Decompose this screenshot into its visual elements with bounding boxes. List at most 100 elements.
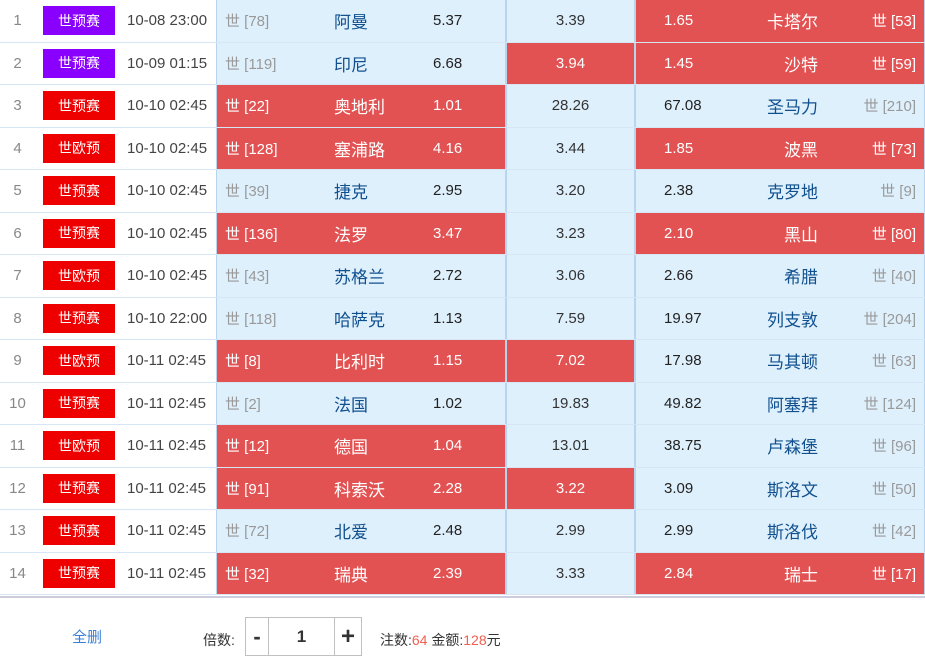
home-win-option[interactable]: 世 [32] 瑞典 2.39: [216, 552, 506, 594]
home-odd: 2.39: [433, 564, 463, 582]
away-win-option[interactable]: 17.98 马其顿 世 [63]: [635, 340, 925, 382]
away-win-option[interactable]: 49.82 阿塞拜 世 [124]: [635, 382, 925, 424]
match-time: 10-09 01:15: [127, 54, 208, 72]
home-rank: 世 [91]: [225, 480, 270, 498]
draw-option[interactable]: 3.06: [506, 255, 635, 297]
away-odd: 1.65: [664, 12, 694, 30]
delete-all-link[interactable]: 全删: [72, 629, 103, 646]
row-index: 3: [13, 97, 22, 115]
home-rank: 世 [32]: [225, 565, 270, 583]
draw-option[interactable]: 2.99: [506, 510, 635, 552]
home-rank: 世 [119]: [225, 55, 277, 73]
away-win-option[interactable]: 1.85 波黑 世 [73]: [635, 127, 925, 169]
draw-option[interactable]: 3.23: [506, 212, 635, 254]
draw-option[interactable]: 28.26: [506, 85, 635, 127]
away-team: 列支敦: [767, 310, 818, 330]
match-row: 3 世预赛 10-10 02:45 世 [22] 奥地利 1.01 28.26 …: [0, 85, 925, 128]
bet-summary: 注数:64 金额:128元: [380, 630, 501, 650]
draw-option[interactable]: 7.59: [506, 297, 635, 339]
away-win-option[interactable]: 1.65 卡塔尔 世 [53]: [635, 0, 925, 42]
away-win-option[interactable]: 2.10 黑山 世 [80]: [635, 212, 925, 254]
away-team: 斯洛伐: [767, 523, 818, 543]
away-win-option[interactable]: 2.66 希腊 世 [40]: [635, 255, 925, 297]
match-time: 10-11 02:45: [127, 394, 206, 412]
draw-option[interactable]: 3.33: [506, 552, 635, 594]
draw-option[interactable]: 3.94: [506, 42, 635, 84]
draw-option[interactable]: 3.44: [506, 127, 635, 169]
match-time: 10-11 02:45: [127, 352, 206, 370]
away-win-option[interactable]: 2.99 斯洛伐 世 [42]: [635, 510, 925, 552]
home-odd: 1.15: [433, 352, 463, 370]
home-win-option[interactable]: 世 [2] 法国 1.02: [216, 382, 506, 424]
league-badge: 世预赛: [43, 176, 115, 205]
home-team: 塞浦路: [334, 140, 385, 160]
home-win-option[interactable]: 世 [8] 比利时 1.15: [216, 340, 506, 382]
home-odd: 1.04: [433, 437, 463, 455]
bets-label: 注数:: [380, 632, 412, 648]
away-win-option[interactable]: 67.08 圣马力 世 [210]: [635, 85, 925, 127]
draw-option[interactable]: 7.02: [506, 340, 635, 382]
decrease-button[interactable]: -: [246, 618, 269, 655]
row-index: 7: [13, 267, 22, 285]
match-row: 6 世预赛 10-10 02:45 世 [136] 法罗 3.47 3.23 2…: [0, 212, 925, 255]
away-odd: 19.97: [664, 309, 702, 327]
multiplier-input[interactable]: 1: [269, 618, 335, 655]
home-win-option[interactable]: 世 [136] 法罗 3.47: [216, 212, 506, 254]
draw-option[interactable]: 19.83: [506, 382, 635, 424]
match-row: 14 世预赛 10-11 02:45 世 [32] 瑞典 2.39 3.33 2…: [0, 552, 925, 595]
home-rank: 世 [2]: [225, 395, 261, 413]
draw-option[interactable]: 13.01: [506, 425, 635, 467]
increase-button[interactable]: +: [340, 622, 355, 650]
match-row: 9 世欧预 10-11 02:45 世 [8] 比利时 1.15 7.02 17…: [0, 340, 925, 383]
away-win-option[interactable]: 2.84 瑞士 世 [17]: [635, 552, 925, 594]
league-badge: 世欧预: [43, 346, 115, 375]
currency: 元: [486, 632, 501, 648]
away-win-option[interactable]: 19.97 列支敦 世 [204]: [635, 297, 925, 339]
match-time: 10-10 02:45: [127, 224, 208, 242]
home-win-option[interactable]: 世 [91] 科索沃 2.28: [216, 467, 506, 509]
away-odd: 1.45: [664, 54, 694, 72]
draw-option[interactable]: 3.39: [506, 0, 635, 42]
home-odd: 1.01: [433, 97, 463, 115]
home-win-option[interactable]: 世 [39] 捷克 2.95: [216, 170, 506, 212]
row-index: 10: [9, 394, 26, 412]
league-badge: 世预赛: [43, 6, 115, 35]
home-rank: 世 [72]: [225, 523, 270, 541]
row-index: 2: [13, 54, 22, 72]
row-index: 8: [13, 309, 22, 327]
home-win-option[interactable]: 世 [119] 印尼 6.68: [216, 42, 506, 84]
away-rank: 世 [9]: [880, 183, 916, 201]
away-rank: 世 [40]: [871, 268, 916, 286]
home-team: 阿曼: [334, 13, 368, 33]
home-win-option[interactable]: 世 [12] 德国 1.04: [216, 425, 506, 467]
home-win-option[interactable]: 世 [78] 阿曼 5.37: [216, 0, 506, 42]
match-row: 7 世欧预 10-10 02:45 世 [43] 苏格兰 2.72 3.06 2…: [0, 255, 925, 298]
league-badge: 世欧预: [43, 133, 115, 163]
home-win-option[interactable]: 世 [128] 塞浦路 4.16: [216, 127, 506, 169]
home-odd: 6.68: [433, 54, 463, 72]
away-team: 马其顿: [767, 353, 818, 373]
away-rank: 世 [50]: [871, 480, 916, 498]
away-win-option[interactable]: 1.45 沙特 世 [59]: [635, 42, 925, 84]
league-badge: 世预赛: [43, 303, 115, 333]
home-win-option[interactable]: 世 [22] 奥地利 1.01: [216, 85, 506, 127]
match-row: 10 世预赛 10-11 02:45 世 [2] 法国 1.02 19.83 4…: [0, 382, 925, 425]
away-win-option[interactable]: 2.38 克罗地 世 [9]: [635, 170, 925, 212]
home-win-option[interactable]: 世 [43] 苏格兰 2.72: [216, 255, 506, 297]
amount-value: 128: [463, 632, 487, 648]
home-rank: 世 [128]: [225, 140, 278, 158]
away-win-option[interactable]: 3.09 斯洛文 世 [50]: [635, 467, 925, 509]
home-rank: 世 [136]: [225, 225, 278, 243]
home-rank: 世 [118]: [225, 310, 277, 328]
draw-option[interactable]: 3.22: [506, 467, 635, 509]
home-win-option[interactable]: 世 [118] 哈萨克 1.13: [216, 297, 506, 339]
match-time: 10-10 22:00: [127, 309, 208, 327]
home-win-option[interactable]: 世 [72] 北爱 2.48: [216, 510, 506, 552]
league-badge: 世预赛: [43, 48, 115, 78]
home-team: 北爱: [334, 523, 368, 543]
home-rank: 世 [22]: [225, 98, 270, 116]
away-win-option[interactable]: 38.75 卢森堡 世 [96]: [635, 425, 925, 467]
away-rank: 世 [42]: [871, 523, 916, 541]
draw-option[interactable]: 3.20: [506, 170, 635, 212]
home-odd: 2.95: [433, 182, 463, 200]
